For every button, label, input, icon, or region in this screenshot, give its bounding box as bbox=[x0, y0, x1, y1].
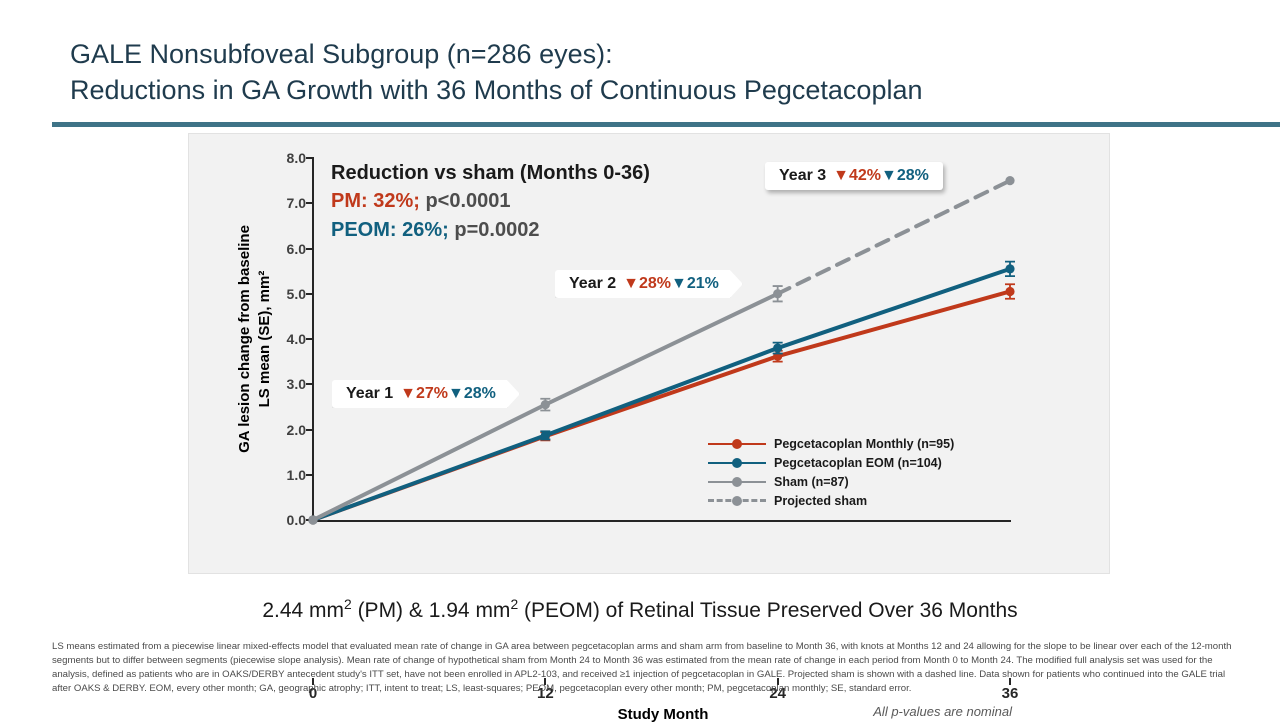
reduction-heading: Reduction vs sham (Months 0-36) bbox=[331, 162, 650, 184]
y-tick-mark bbox=[306, 157, 313, 159]
caption-part-1: 2.44 mm bbox=[262, 599, 345, 622]
reduction-pm-label: PM: 32%; bbox=[331, 190, 420, 213]
down-triangle-icon: ▼ bbox=[623, 275, 639, 292]
callout-year-3: Year 3 ▼ 42% ▼ 28% bbox=[765, 162, 943, 190]
legend-item-sham[interactable]: Sham (n=87) bbox=[708, 472, 954, 491]
title-line-1: GALE Nonsubfoveal Subgroup (n=286 eyes): bbox=[70, 39, 613, 69]
callout-year-1-label: Year 1 bbox=[346, 385, 394, 402]
callout-year-2: Year 2 ▼ 28% ▼ 21% bbox=[555, 270, 743, 298]
callout-year-2-pm-value: 28% bbox=[639, 275, 672, 292]
data-point-peom bbox=[1005, 264, 1015, 274]
x-tick-mark bbox=[1009, 678, 1011, 685]
callout-year-2-peom-value: 21% bbox=[686, 275, 719, 292]
down-triangle-icon: ▼ bbox=[448, 385, 464, 402]
y-tick-label: 0.0 bbox=[286, 512, 306, 528]
y-axis-label-line-2: LS mean (SE), mm² bbox=[256, 270, 273, 408]
footnote-abbreviations: EOM, every other month; GA, geographic a… bbox=[149, 682, 912, 694]
title-divider bbox=[52, 122, 1280, 127]
y-tick-label: 8.0 bbox=[286, 150, 306, 166]
legend-swatch-projected bbox=[708, 494, 766, 508]
y-tick-label: 5.0 bbox=[286, 285, 306, 302]
x-tick-label: 0 bbox=[308, 685, 318, 702]
legend-label: Pegcetacoplan Monthly (n=95) bbox=[774, 436, 955, 451]
y-tick-label: 3.0 bbox=[286, 376, 306, 393]
series-line-peom bbox=[311, 266, 1012, 522]
summary-caption: 2.44 mm2 (PM) & 1.94 mm2 (PEOM) of Retin… bbox=[262, 596, 1017, 623]
chart-series-svg bbox=[308, 176, 1015, 525]
caption-sup-2: 2 bbox=[510, 596, 519, 612]
y-tick-label: 2.0 bbox=[286, 421, 306, 438]
pvalue-note: All p-values are nominal bbox=[873, 704, 1012, 719]
legend-label: Pegcetacoplan EOM (n=104) bbox=[774, 455, 942, 470]
reduction-summary-box: Reduction vs sham (Months 0-36) PM: 32%;… bbox=[331, 159, 761, 244]
data-point-projected bbox=[1005, 176, 1015, 186]
callout-year-3-label: Year 3 bbox=[779, 167, 827, 184]
data-point-peom bbox=[773, 343, 783, 353]
data-point-sham bbox=[308, 515, 318, 525]
callout-year-3-pm-value: 42% bbox=[849, 167, 882, 184]
y-tick-mark bbox=[306, 473, 313, 476]
caption-part-2: (PM) & 1.94 mm bbox=[351, 599, 511, 622]
x-tick-mark bbox=[776, 678, 779, 685]
y-tick-mark bbox=[306, 202, 313, 205]
legend-dot-icon bbox=[732, 495, 742, 506]
callout-year-1: Year 1 ▼ 27% ▼ 28% bbox=[332, 380, 520, 408]
series-line-projected bbox=[775, 178, 1012, 296]
y-tick-label: 7.0 bbox=[286, 195, 306, 212]
legend-item-pm[interactable]: Pegcetacoplan Monthly (n=95) bbox=[708, 434, 954, 453]
legend-dot-icon bbox=[732, 457, 742, 468]
down-triangle-icon: ▼ bbox=[881, 167, 897, 184]
legend-swatch-sham bbox=[708, 475, 766, 489]
y-tick-mark bbox=[306, 247, 313, 250]
y-tick-mark bbox=[306, 292, 313, 295]
y-tick-label: 1.0 bbox=[286, 466, 306, 483]
x-tick-label: 36 bbox=[1001, 685, 1019, 702]
callout-year-3-peom-value: 28% bbox=[896, 167, 929, 184]
caption-sup-1: 2 bbox=[344, 596, 352, 612]
y-axis-label-line-1: GA lesion change from baseline bbox=[235, 225, 253, 453]
legend-label: Sham (n=87) bbox=[774, 474, 849, 489]
y-tick-mark bbox=[306, 428, 313, 431]
legend-item-peom[interactable]: Pegcetacoplan EOM (n=104) bbox=[708, 453, 954, 472]
reduction-pm-row: PM: 32%; p<0.0001 bbox=[331, 187, 761, 215]
page-title: GALE Nonsubfoveal Subgroup (n=286 eyes):… bbox=[70, 36, 1250, 109]
data-point-sham bbox=[540, 400, 550, 410]
down-triangle-icon: ▼ bbox=[400, 385, 416, 402]
x-axis-line bbox=[312, 520, 1011, 522]
data-point-pm bbox=[1005, 286, 1015, 297]
legend-swatch-peom bbox=[708, 456, 766, 470]
x-tick-mark bbox=[312, 678, 314, 685]
legend-dot-icon bbox=[732, 438, 742, 449]
reduction-peom-label: PEOM: 26%; bbox=[331, 218, 449, 241]
y-tick-label: 4.0 bbox=[286, 331, 306, 347]
y-axis-label: GA lesion change from baseline LS mean (… bbox=[235, 225, 276, 453]
callout-year-1-pm-value: 27% bbox=[416, 385, 449, 402]
y-tick-mark bbox=[306, 383, 313, 386]
legend-label: Projected sham bbox=[774, 493, 868, 508]
y-tick-mark bbox=[306, 338, 313, 340]
reduction-peom-pvalue: p=0.0002 bbox=[454, 218, 540, 241]
y-axis-line bbox=[312, 157, 314, 521]
chart-plot-area: GA lesion change from baseline LS mean (… bbox=[236, 150, 1019, 723]
x-tick-label: 24 bbox=[769, 685, 786, 702]
reduction-pm-pvalue: p<0.0001 bbox=[425, 190, 511, 213]
footnote-main-text: LS means estimated from a piecewise line… bbox=[52, 641, 1232, 694]
x-tick-mark bbox=[544, 678, 547, 685]
legend-dot-icon bbox=[732, 476, 742, 487]
down-triangle-icon: ▼ bbox=[671, 275, 687, 292]
x-axis-label: Study Month bbox=[617, 706, 709, 723]
legend-item-projected[interactable]: Projected sham bbox=[708, 491, 954, 510]
chart-legend: Pegcetacoplan Monthly (n=95) Pegcetacopla… bbox=[708, 434, 954, 510]
reduction-peom-row: PEOM: 26%; p=0.0002 bbox=[331, 216, 761, 244]
footnote: LS means estimated from a piecewise line… bbox=[52, 640, 1232, 696]
data-point-peom bbox=[540, 430, 550, 440]
x-tick-label: 12 bbox=[536, 685, 554, 702]
down-triangle-icon: ▼ bbox=[833, 167, 849, 184]
callout-year-2-label: Year 2 bbox=[569, 275, 617, 292]
y-tick-label: 6.0 bbox=[286, 240, 306, 257]
caption-part-3: (PEOM) of Retinal Tissue Preserved Over … bbox=[518, 599, 1018, 622]
title-line-2: Reductions in GA Growth with 36 Months o… bbox=[70, 75, 923, 106]
callout-year-1-peom-value: 28% bbox=[463, 385, 496, 402]
legend-swatch-pm bbox=[708, 437, 766, 451]
